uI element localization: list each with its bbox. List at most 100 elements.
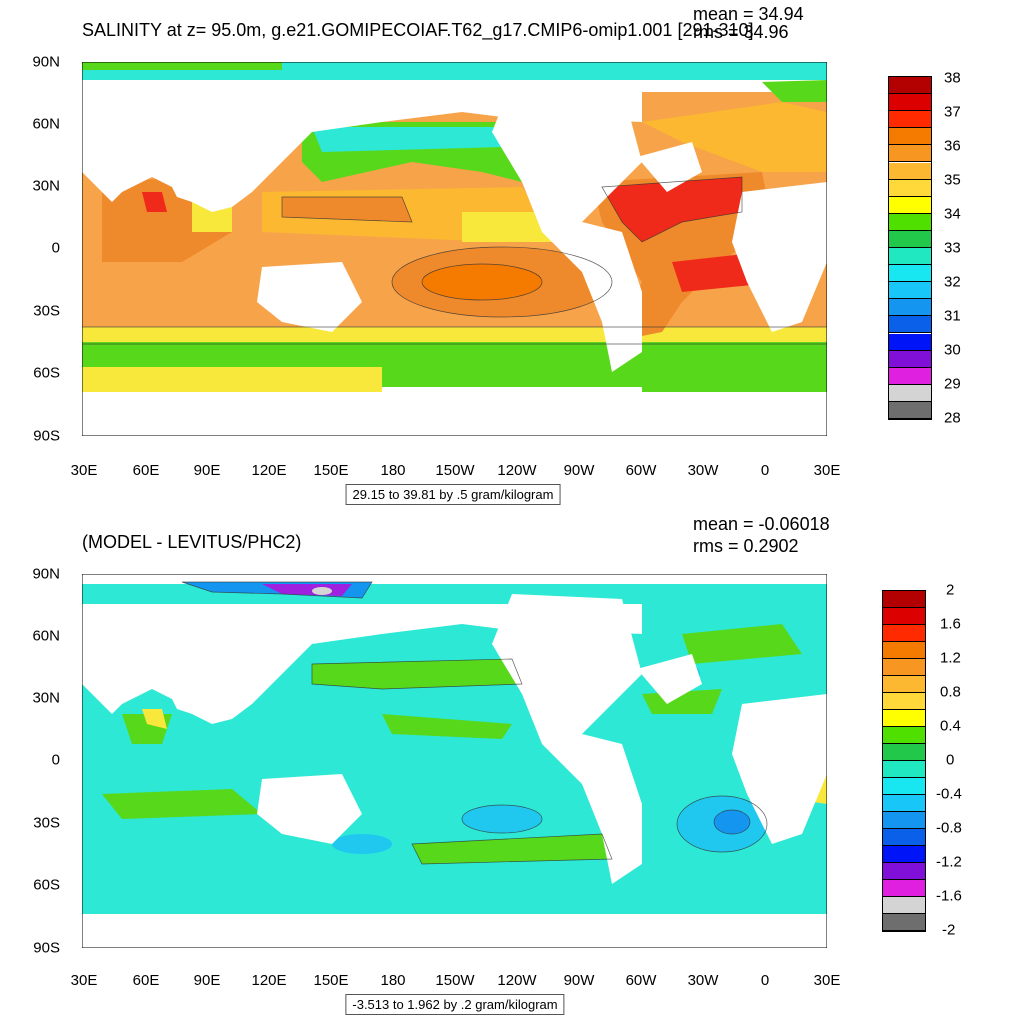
contour-range-label: -3.513 to 1.962 by .2 gram/kilogram [345, 994, 565, 1015]
difference-map [82, 574, 827, 948]
y-label: 0 [51, 239, 60, 257]
y-label: 60N [32, 627, 60, 645]
x-label: 90E [193, 462, 221, 479]
colorbar-segment [889, 128, 931, 146]
colorbar [882, 590, 926, 932]
x-label: 90W [563, 972, 595, 989]
x-label: 30E [813, 972, 841, 989]
x-label: 30E [70, 462, 98, 479]
x-label: 30W [687, 972, 719, 989]
colorbar-segment [883, 880, 925, 897]
colorbar-label: 31 [944, 307, 961, 325]
colorbar-segment [889, 145, 931, 163]
x-label: 60W [625, 462, 657, 479]
x-label: 120E [251, 462, 287, 479]
colorbar [888, 76, 932, 420]
panel-title: (MODEL - LEVITUS/PHC2) [82, 532, 302, 552]
colorbar-label: 1.2 [940, 649, 961, 667]
colorbar-label: 34 [944, 205, 961, 223]
x-label: 180 [380, 972, 406, 989]
colorbar-segment [883, 846, 925, 863]
y-label: 30N [32, 177, 60, 195]
colorbar-segment [889, 367, 931, 385]
y-label: 90S [33, 939, 60, 957]
y-label: 30N [32, 689, 60, 707]
colorbar-segment [889, 213, 931, 231]
colorbar-segment [889, 265, 931, 283]
contour-range-label: 29.15 to 39.81 by .5 gram/kilogram [345, 484, 561, 505]
x-label: 180 [380, 462, 406, 479]
y-label: 30S [33, 814, 60, 832]
colorbar-segment [889, 282, 931, 300]
colorbar-segment [883, 659, 925, 676]
colorbar-segment [883, 608, 925, 625]
colorbar-segment [883, 761, 925, 778]
colorbar-label: 29 [944, 375, 961, 393]
y-label: 60S [33, 364, 60, 382]
y-label: 90N [32, 53, 60, 71]
colorbar-label: 0.8 [940, 683, 961, 701]
x-label: 0 [760, 462, 770, 479]
x-label: 60W [625, 972, 657, 989]
colorbar-label: 37 [944, 103, 961, 121]
colorbar-segment [889, 401, 931, 419]
colorbar-segment [889, 350, 931, 368]
colorbar-segment [889, 316, 931, 334]
x-label: 120W [497, 972, 537, 989]
x-label: 60E [132, 462, 160, 479]
colorbar-segment [883, 863, 925, 880]
x-label: 30W [687, 462, 719, 479]
colorbar-segment [889, 77, 931, 95]
colorbar-label: 28 [944, 409, 961, 427]
x-label: 30E [813, 462, 841, 479]
colorbar-segment [883, 676, 925, 693]
rms-value: rms = 34.96 [693, 22, 789, 42]
rms-value: rms = 0.2902 [693, 536, 799, 556]
mean-value: mean = 34.94 [693, 4, 804, 24]
colorbar-label: 32 [944, 273, 961, 291]
colorbar-segment [883, 710, 925, 727]
x-label: 120W [497, 462, 537, 479]
x-label: 60E [132, 972, 160, 989]
y-label: 0 [51, 751, 60, 769]
colorbar-label: 1.6 [940, 615, 961, 633]
colorbar-label: 0.4 [940, 717, 961, 735]
y-label: 60N [32, 115, 60, 133]
colorbar-segment [889, 94, 931, 112]
y-label: 90S [33, 427, 60, 445]
y-label: 60S [33, 876, 60, 894]
x-label: 150W [435, 462, 475, 479]
colorbar-segment [883, 693, 925, 710]
x-label: 150E [313, 462, 349, 479]
colorbar-label: 38 [944, 69, 961, 87]
colorbar-segment [889, 248, 931, 266]
colorbar-label: -0.8 [936, 819, 962, 837]
colorbar-segment [883, 642, 925, 659]
colorbar-segment [889, 111, 931, 129]
salinity-panel: SALINITY at z= 95.0m, g.e21.GOMIPECOIAF.… [32, 4, 961, 505]
colorbar-segment [883, 829, 925, 846]
x-label: 30E [70, 972, 98, 989]
colorbar-segment [883, 812, 925, 829]
colorbar-label: 35 [944, 171, 961, 189]
x-label: 150W [435, 972, 475, 989]
colorbar-label: -0.4 [936, 785, 962, 803]
colorbar-label: -1.2 [936, 853, 962, 871]
colorbar-segment [883, 591, 925, 608]
colorbar-segment [889, 179, 931, 197]
colorbar-segment [889, 230, 931, 248]
y-label: 90N [32, 565, 60, 583]
colorbar-segment [889, 162, 931, 180]
salinity-map [82, 62, 827, 436]
x-label: 0 [760, 972, 770, 989]
x-label: 120E [251, 972, 287, 989]
colorbar-label: 2 [946, 581, 955, 599]
panel-title: SALINITY at z= 95.0m, g.e21.GOMIPECOIAF.… [82, 20, 754, 40]
colorbar-segment [883, 914, 925, 931]
difference-panel: (MODEL - LEVITUS/PHC2) mean = -0.06018 r… [0, 512, 1024, 1024]
colorbar-label: 0 [946, 751, 955, 769]
mean-value: mean = -0.06018 [693, 514, 830, 534]
x-label: 90W [563, 462, 595, 479]
colorbar-segment [889, 333, 931, 351]
y-label: 30S [33, 302, 60, 320]
